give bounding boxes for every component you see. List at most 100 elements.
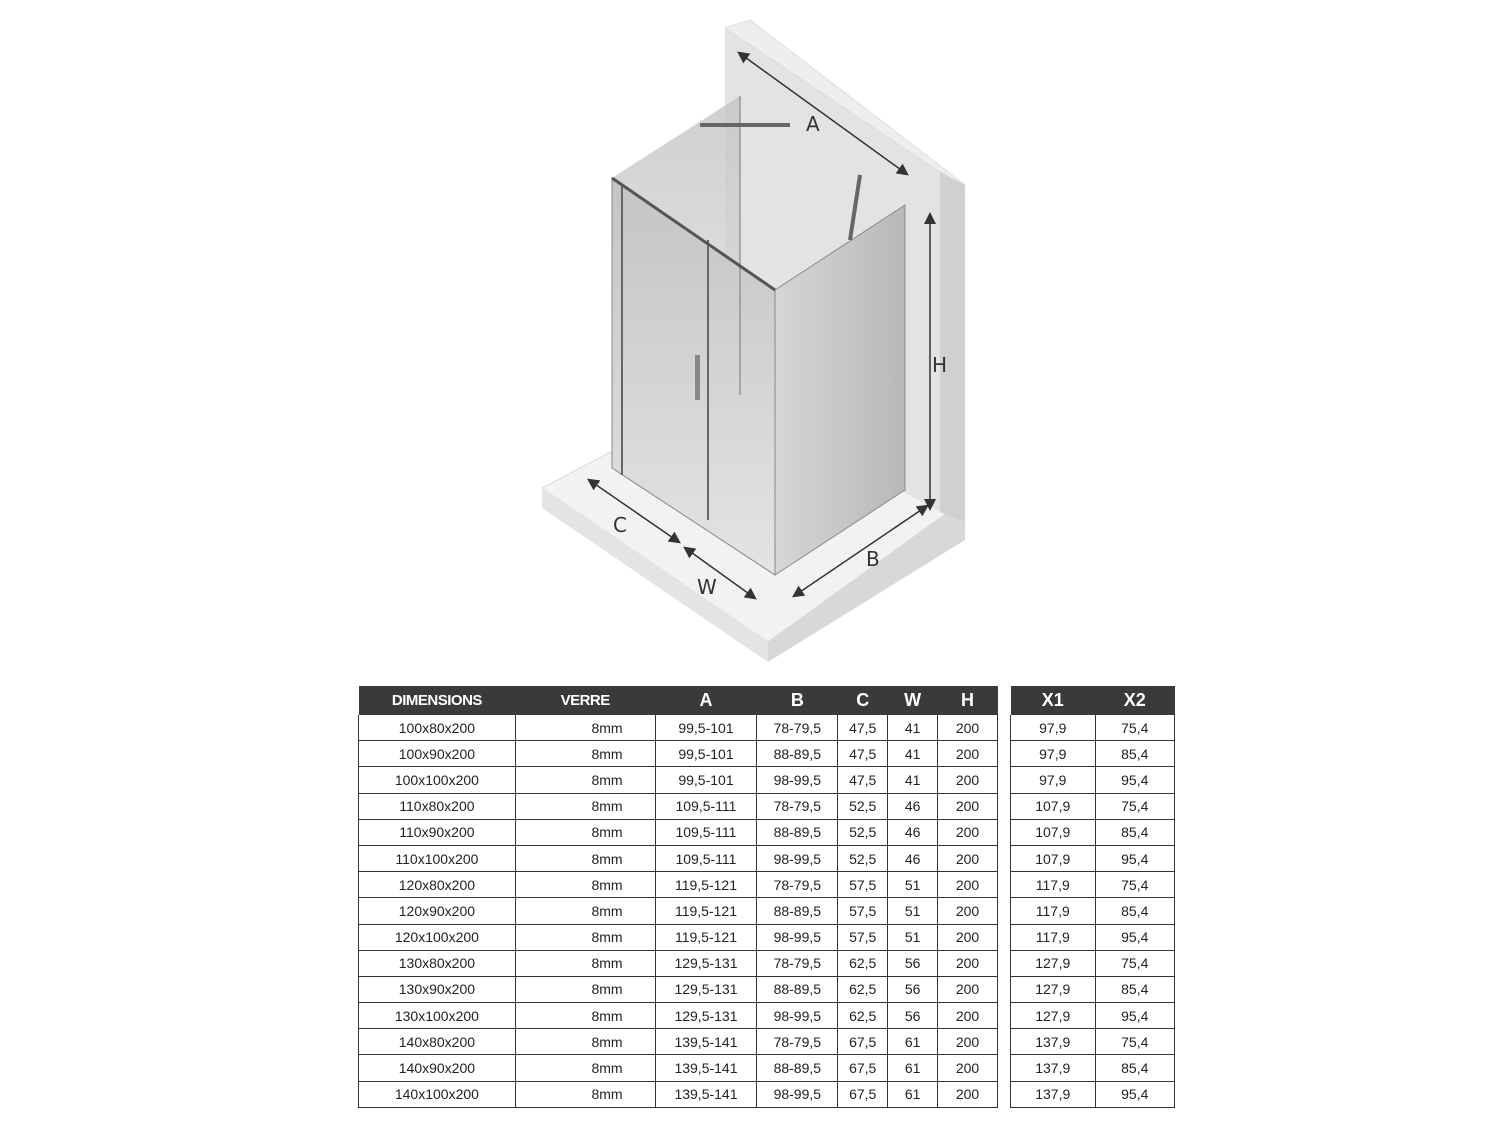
column-header: DIMENSIONS [358, 686, 516, 715]
table-row: 117,9 95,4 [1010, 924, 1175, 951]
table-cell: 8mm [514, 950, 656, 977]
table-cell: 75,4 [1094, 950, 1175, 977]
table-cell: 62,5 [837, 950, 889, 977]
table-cell: 78-79,5 [756, 871, 839, 899]
table-cell: 98-99,5 [756, 1002, 839, 1030]
table-cell: 8mm [514, 1054, 656, 1082]
table-cell: 95,4 [1094, 924, 1175, 951]
table-cell: 139,5-141 [654, 1054, 758, 1082]
table-cell: 97,9 [1010, 766, 1096, 794]
table-row: 127,9 95,4 [1010, 1002, 1175, 1030]
table-cell: 41 [887, 766, 939, 794]
table-cell: 200 [937, 897, 998, 925]
table-cell: 137,9 [1010, 1028, 1096, 1056]
table-row: 107,9 95,4 [1010, 845, 1175, 873]
table-cell: 51 [887, 871, 939, 899]
table-cell: 52,5 [837, 793, 889, 820]
table-row: 140x100x200 8mm 139,5-141 98-99,5 67,5 61 200 [358, 1081, 998, 1108]
table-cell: 109,5-111 [654, 793, 758, 820]
table-cell: 117,9 [1010, 924, 1096, 951]
table-cell: 51 [887, 924, 939, 951]
table-cell: 67,5 [837, 1054, 889, 1082]
table-cell: 88-89,5 [756, 740, 839, 768]
table-cell: 117,9 [1010, 897, 1096, 925]
table-cell: 61 [887, 1054, 939, 1082]
table-cell: 120x90x200 [358, 897, 516, 925]
table-row: 120x100x200 8mm 119,5-121 98-99,5 57,5 51 200 [358, 924, 998, 951]
table-cell: 107,9 [1010, 793, 1096, 820]
table-cell: 8mm [514, 897, 656, 925]
table-cell: 120x80x200 [358, 871, 516, 899]
table-cell: 67,5 [837, 1081, 889, 1108]
table-row: 100x100x200 8mm 99,5-101 98-99,5 47,5 41 200 [358, 766, 998, 794]
table-row: 137,9 95,4 [1010, 1081, 1175, 1108]
column-header: A [655, 686, 757, 715]
dimension-label-b: B [866, 547, 880, 571]
table-cell: 8mm [514, 1002, 656, 1030]
table-cell: 46 [887, 793, 939, 820]
table-cell: 85,4 [1094, 1054, 1175, 1082]
table-cell: 8mm [514, 766, 656, 794]
table-cell: 78-79,5 [756, 950, 839, 977]
table-cell: 200 [937, 871, 998, 899]
table-cell: 56 [887, 1002, 939, 1030]
table-cell: 57,5 [837, 897, 889, 925]
table-cell: 97,9 [1010, 740, 1096, 768]
table-cell: 98-99,5 [756, 924, 839, 951]
table-cell: 61 [887, 1028, 939, 1056]
table-cell: 99,5-101 [654, 766, 758, 794]
table-cell: 47,5 [837, 715, 889, 742]
table-cell: 8mm [514, 924, 656, 951]
table-cell: 130x90x200 [358, 976, 516, 1004]
table-cell: 119,5-121 [654, 897, 758, 925]
table-row: 130x80x200 8mm 129,5-131 78-79,5 62,5 56 200 [358, 950, 998, 977]
table-cell: 47,5 [837, 740, 889, 768]
table-cell: 107,9 [1010, 819, 1096, 846]
table-cell: 200 [937, 845, 998, 873]
table-cell: 67,5 [837, 1028, 889, 1056]
table-cell: 139,5-141 [654, 1028, 758, 1056]
table-cell: 100x90x200 [358, 740, 516, 768]
table-cell: 98-99,5 [756, 766, 839, 794]
table-cell: 8mm [514, 845, 656, 873]
table-cell: 46 [887, 819, 939, 846]
table-cell: 95,4 [1094, 766, 1175, 794]
table-cell: 99,5-101 [654, 740, 758, 768]
table-cell: 8mm [514, 793, 656, 820]
table-cell: 130x80x200 [358, 950, 516, 977]
dimension-label-a: A [806, 112, 820, 136]
table-cell: 107,9 [1010, 845, 1096, 873]
table-cell: 62,5 [837, 976, 889, 1004]
table-cell: 137,9 [1010, 1081, 1096, 1108]
table-row: 117,9 85,4 [1010, 897, 1175, 925]
dimension-label-h: H [932, 353, 947, 377]
table-cell: 56 [887, 950, 939, 977]
table-row: 97,9 85,4 [1010, 740, 1175, 768]
table-row: 100x80x200 8mm 99,5-101 78-79,5 47,5 41 200 [358, 715, 998, 742]
table-cell: 95,4 [1094, 1081, 1175, 1108]
table-cell: 119,5-121 [654, 924, 758, 951]
table-cell: 88-89,5 [756, 976, 839, 1004]
table-row: 140x80x200 8mm 139,5-141 78-79,5 67,5 61 200 [358, 1028, 998, 1056]
shower-glass [611, 96, 906, 576]
table-row: 120x90x200 8mm 119,5-121 88-89,5 57,5 51 200 [358, 897, 998, 925]
dimension-label-c: C [613, 513, 627, 537]
dimensions-table: DIMENSIONS VERRE A B C W H 100x80x200 8mm 99,5-1… [358, 686, 998, 1108]
table-cell: 78-79,5 [756, 1028, 839, 1056]
table-cell: 98-99,5 [756, 1081, 839, 1108]
table-cell: 52,5 [837, 819, 889, 846]
column-header: X1 [1010, 686, 1095, 715]
table-row: 100x90x200 8mm 99,5-101 88-89,5 47,5 41 200 [358, 740, 998, 768]
table-row: 97,9 95,4 [1010, 766, 1175, 794]
table-row: 120x80x200 8mm 119,5-121 78-79,5 57,5 51 200 [358, 871, 998, 899]
table-cell: 200 [937, 1081, 998, 1108]
table-cell: 109,5-111 [654, 819, 758, 846]
table-cell: 41 [887, 740, 939, 768]
table-cell: 85,4 [1094, 819, 1175, 846]
table-cell: 99,5-101 [654, 715, 758, 742]
x-dimensions-table: X1 X2 97,9 75,4 97,9 85,4 97,9 95,4 107,9 75,4 10… [1010, 686, 1175, 1108]
column-header: H [937, 686, 998, 715]
table-cell: 200 [937, 819, 998, 846]
table-cell: 98-99,5 [756, 845, 839, 873]
table-cell: 200 [937, 766, 998, 794]
